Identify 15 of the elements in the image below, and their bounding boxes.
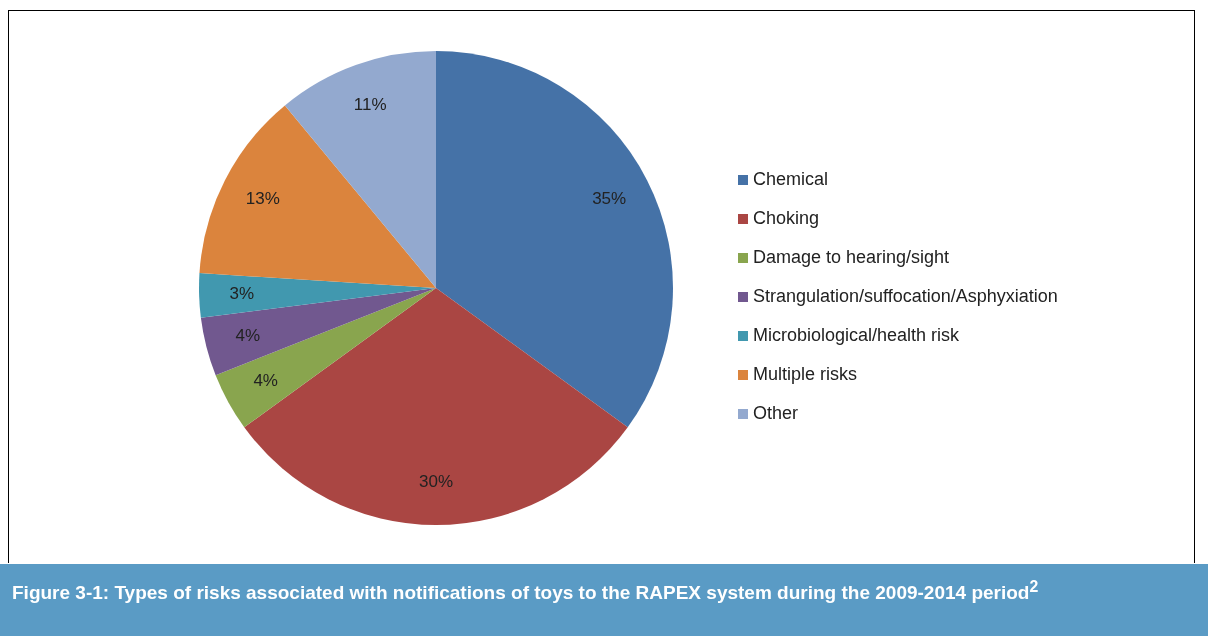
data-label: 13% bbox=[245, 189, 280, 209]
data-label: 3% bbox=[229, 283, 255, 303]
data-label: 35% bbox=[592, 189, 627, 209]
legend-label: Microbiological/health risk bbox=[753, 325, 960, 346]
data-label: 4% bbox=[235, 326, 261, 346]
data-label: 30% bbox=[418, 472, 454, 492]
legend-label: Chemical bbox=[753, 169, 829, 190]
legend-label: Strangulation/suffocation/Asphyxiation bbox=[753, 286, 1058, 307]
text: Figure 3-1: Types of risks associated with notifications of toys to the RAPEX system during the 2009-2014 period$^{2}$ bbox=[0, 564, 1208, 636]
legend-label: Choking bbox=[753, 208, 820, 229]
data-label: 11% bbox=[353, 94, 387, 114]
legend-label: Damage to hearing/sight bbox=[753, 247, 950, 268]
legend-label: Multiple risks bbox=[753, 364, 858, 385]
data-label: 4% bbox=[253, 371, 278, 391]
legend-label: Other bbox=[753, 403, 799, 424]
